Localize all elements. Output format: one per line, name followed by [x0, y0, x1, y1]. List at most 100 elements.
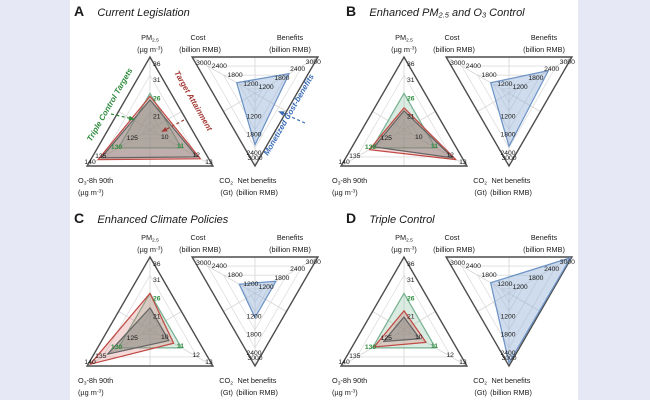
tick-label: 13: [205, 359, 213, 366]
axis-label: O3-8h 90th: [78, 176, 113, 187]
axis-unit-label: (billion RMB): [236, 188, 278, 197]
axis-label: Net benefits: [238, 176, 277, 185]
tick-label: 140: [338, 359, 350, 366]
axis-unit-label: (billion RMB): [269, 245, 311, 254]
axis-unit-label: (µg m-3): [137, 45, 163, 54]
tick-label: 3000: [501, 155, 516, 162]
tick-label: 135: [349, 353, 361, 360]
tick-label: 135: [349, 153, 361, 160]
triangle-border: [85, 55, 215, 167]
tick-label: 10: [161, 134, 169, 141]
series-targets: [371, 92, 437, 149]
tick-label: 36: [153, 61, 161, 68]
tick-label: 10: [161, 334, 169, 341]
tick-label: 31: [153, 277, 161, 284]
tick-label: 1200: [500, 314, 515, 321]
panel-title: Enhanced PM2.5 and O3 Control: [369, 7, 525, 20]
series-monetized: [490, 257, 572, 364]
tick-label: 31: [153, 77, 161, 84]
tick-label: 135: [95, 153, 107, 160]
tick-label: 36: [407, 261, 415, 268]
triangle-border: [339, 55, 469, 167]
tick-label: 2400: [212, 63, 227, 70]
panel-enhanced-climate-policies: C Enhanced Climate Policies 21 26 31 36 PM2.5…: [70, 200, 324, 400]
tick-label: 3000: [501, 355, 516, 362]
tick-label: 12: [192, 352, 200, 359]
annotation-arrowhead: [161, 127, 168, 132]
triangle-border: [190, 56, 320, 168]
axis-unit-label: (billion RMB): [433, 45, 475, 54]
triangle-border: [190, 256, 320, 368]
tick-label: 3000: [560, 59, 575, 66]
tick-label: 130: [111, 144, 123, 151]
axis-unit-label: (µg m-3): [391, 45, 417, 54]
tick-label: 1800: [500, 132, 515, 139]
axis-unit-label: (billion RMB): [490, 388, 532, 397]
axis-label: Net benefits: [492, 176, 531, 185]
tick-label: 140: [84, 359, 96, 366]
tick-label: 1200: [259, 84, 274, 91]
series-targets: [117, 92, 183, 149]
tick-label: 31: [407, 77, 415, 84]
tick-label: 1200: [497, 281, 512, 288]
axis-label: Cost: [190, 33, 205, 42]
tick-label: 2400: [290, 266, 305, 273]
triangle-border: [339, 255, 469, 367]
tick-label: 1200: [246, 314, 261, 321]
series-attainment: [97, 95, 201, 161]
tick-label: 26: [407, 95, 415, 102]
tick-label: 1200: [259, 284, 274, 291]
axis-unit-label: (µg m-3): [391, 245, 417, 254]
tick-label: 2400: [466, 263, 481, 270]
tick-label: 2400: [290, 66, 305, 73]
axis-label: Benefits: [531, 233, 558, 242]
axis-unit-label: (billion RMB): [269, 45, 311, 54]
axis-label: O3-8h 90th: [78, 376, 113, 387]
axis-label: O3-8h 90th: [332, 176, 367, 187]
series-unlabeled_gray: [100, 99, 198, 159]
tick-label: 11: [177, 143, 184, 150]
panel-title: Triple Control: [369, 214, 435, 226]
tick-label: 36: [153, 261, 161, 268]
tick-label: 2400: [500, 150, 515, 157]
series-unlabeled_gray: [106, 307, 170, 355]
tick-label: 26: [153, 95, 161, 102]
tick-label: 12: [192, 152, 200, 159]
tick-label: 1200: [513, 84, 528, 91]
tick-label: 125: [381, 335, 393, 342]
axis-unit-label: (billion RMB): [490, 188, 532, 197]
tick-label: 2400: [466, 63, 481, 70]
tick-label: 3000: [196, 260, 211, 267]
tick-label: 11: [431, 143, 438, 150]
tick-label: 1800: [528, 275, 543, 282]
tick-label: 1200: [513, 284, 528, 291]
tick-label: 125: [127, 335, 139, 342]
axis-label: PM2.5: [141, 233, 159, 244]
axis-unit-label: (µg m-3): [332, 188, 358, 197]
axis-unit-label: (billion RMB): [179, 245, 221, 254]
axis-unit-label: (µg m-3): [332, 388, 358, 397]
tick-label: 21: [407, 313, 415, 320]
tick-label: 3000: [306, 259, 321, 266]
tick-label: 130: [365, 144, 377, 151]
triangle-border: [85, 255, 215, 367]
annotation-arrowhead: [128, 115, 135, 121]
tick-label: 1800: [482, 272, 497, 279]
tick-label: 13: [459, 359, 467, 366]
axis-unit-label: (Gt): [220, 188, 233, 197]
tick-label: 125: [381, 135, 393, 142]
panel-letter: B: [346, 3, 357, 19]
axis-label: Benefits: [277, 233, 304, 242]
tick-label: 11: [431, 343, 438, 350]
axis-unit-label: (billion RMB): [433, 245, 475, 254]
axis-label: Net benefits: [492, 376, 531, 385]
tick-label: 26: [153, 295, 161, 302]
